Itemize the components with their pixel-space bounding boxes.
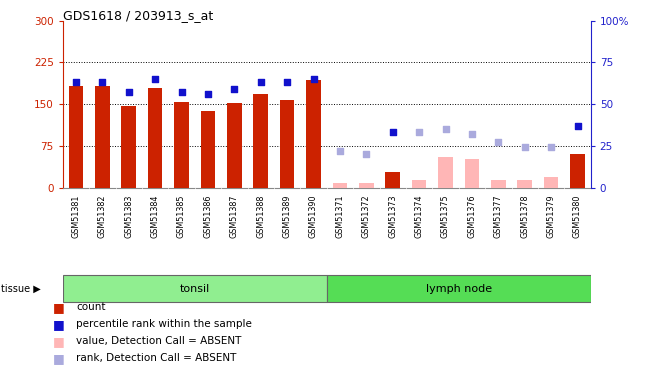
FancyBboxPatch shape xyxy=(327,275,591,302)
Bar xyxy=(438,157,453,188)
Text: GSM51380: GSM51380 xyxy=(573,194,582,238)
Bar xyxy=(306,80,321,188)
Text: value, Detection Call = ABSENT: value, Detection Call = ABSENT xyxy=(76,336,242,346)
Point xyxy=(71,80,81,86)
Bar xyxy=(253,94,268,188)
Text: GSM51384: GSM51384 xyxy=(150,194,160,238)
Text: GSM51375: GSM51375 xyxy=(441,194,450,238)
Text: GSM51382: GSM51382 xyxy=(98,194,107,238)
Point xyxy=(123,89,134,95)
Bar xyxy=(465,159,479,188)
Bar xyxy=(280,100,294,188)
Text: GSM51381: GSM51381 xyxy=(71,194,81,238)
Point xyxy=(176,89,187,95)
Bar xyxy=(148,88,162,188)
Text: GDS1618 / 203913_s_at: GDS1618 / 203913_s_at xyxy=(63,9,213,22)
Bar xyxy=(359,183,374,188)
Point xyxy=(203,91,213,97)
Point xyxy=(546,144,556,150)
Text: GSM51385: GSM51385 xyxy=(177,194,186,238)
Text: rank, Detection Call = ABSENT: rank, Detection Call = ABSENT xyxy=(76,353,236,363)
Point xyxy=(308,76,319,82)
Bar xyxy=(517,180,532,188)
Text: GSM51377: GSM51377 xyxy=(494,194,503,238)
Text: GSM51390: GSM51390 xyxy=(309,194,318,238)
Point xyxy=(493,140,504,146)
Bar xyxy=(385,172,400,188)
Text: percentile rank within the sample: percentile rank within the sample xyxy=(76,320,251,329)
Bar xyxy=(121,106,136,188)
Text: GSM51374: GSM51374 xyxy=(414,194,424,238)
Bar xyxy=(201,111,215,188)
Point xyxy=(440,126,451,132)
Bar xyxy=(95,86,110,188)
Point xyxy=(97,80,108,86)
Bar xyxy=(412,180,426,188)
Bar xyxy=(491,180,506,188)
Point xyxy=(282,80,292,86)
Bar xyxy=(570,154,585,188)
Text: GSM51371: GSM51371 xyxy=(335,194,345,238)
Text: lymph node: lymph node xyxy=(426,284,492,294)
Point xyxy=(467,131,477,137)
Text: tonsil: tonsil xyxy=(180,284,210,294)
Point xyxy=(255,80,266,86)
Point xyxy=(335,148,345,154)
Text: GSM51372: GSM51372 xyxy=(362,194,371,238)
Point xyxy=(229,86,240,92)
Text: ■: ■ xyxy=(53,301,65,314)
Text: GSM51379: GSM51379 xyxy=(546,194,556,238)
Text: GSM51388: GSM51388 xyxy=(256,194,265,238)
Point xyxy=(387,129,398,135)
Bar xyxy=(69,86,83,188)
Point xyxy=(572,123,583,129)
Text: ■: ■ xyxy=(53,318,65,331)
Text: ■: ■ xyxy=(53,352,65,364)
Text: GSM51383: GSM51383 xyxy=(124,194,133,238)
Bar xyxy=(544,177,558,188)
Text: GSM51373: GSM51373 xyxy=(388,194,397,238)
Bar xyxy=(333,183,347,188)
Text: GSM51389: GSM51389 xyxy=(282,194,292,238)
Text: tissue ▶: tissue ▶ xyxy=(1,284,40,294)
Text: GSM51386: GSM51386 xyxy=(203,194,213,238)
Bar xyxy=(227,103,242,188)
Text: GSM51376: GSM51376 xyxy=(467,194,477,238)
Bar xyxy=(174,102,189,188)
FancyBboxPatch shape xyxy=(63,275,327,302)
Text: ■: ■ xyxy=(53,335,65,348)
Text: count: count xyxy=(76,303,106,312)
Point xyxy=(150,76,160,82)
Text: GSM51387: GSM51387 xyxy=(230,194,239,238)
Text: GSM51378: GSM51378 xyxy=(520,194,529,238)
Point xyxy=(414,129,424,135)
Point xyxy=(361,151,372,157)
Point xyxy=(519,144,530,150)
